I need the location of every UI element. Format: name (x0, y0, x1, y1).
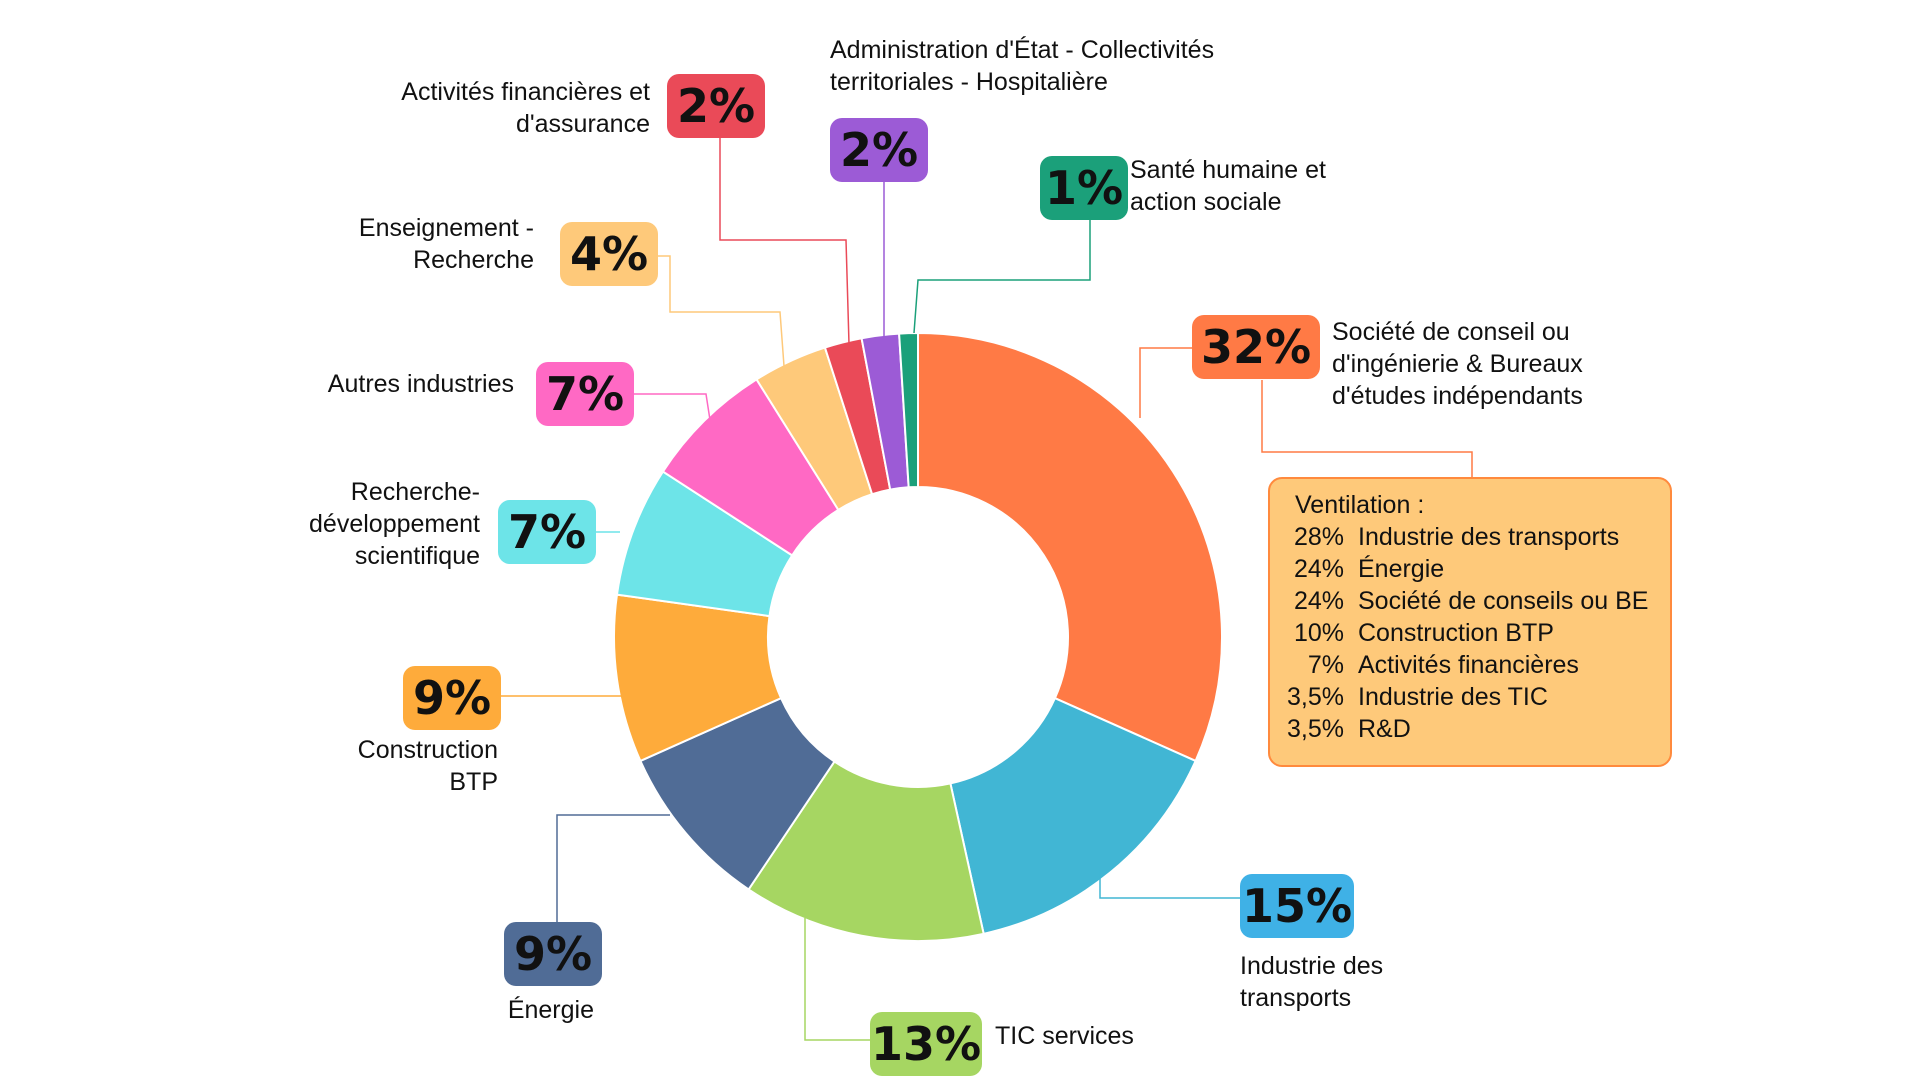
donut-slice (949, 696, 1197, 936)
value-badge: 9% (504, 922, 602, 986)
ventilation-label: Énergie (1358, 555, 1445, 583)
leader-line (1139, 347, 1192, 418)
value-badges: 32% 15% 13% 9% 9% 7% 7% 4% 2% 2% 1% (403, 74, 1354, 1076)
ventilation-pct: 10% (1293, 619, 1344, 647)
value-badge: 15% (1240, 874, 1354, 938)
slice-label-conseil: Société de conseil ou d'ingénierie & Bur… (1332, 318, 1583, 410)
leader-lines (501, 138, 1473, 1041)
value-badge: 2% (830, 118, 928, 182)
donut-slice (747, 760, 985, 942)
value-badge-bg (870, 1012, 982, 1076)
ventilation-pct: 24% (1293, 587, 1344, 615)
donut-slice (917, 331, 1223, 763)
ventilation-label: R&D (1358, 715, 1411, 743)
value-badge-bg (403, 666, 501, 730)
ventilation-row: 24% Société de conseils ou BE (1284, 585, 1656, 617)
value-badge: 7% (536, 362, 634, 426)
ventilation-label: Industrie des transports (1358, 523, 1620, 551)
slice-label-recherche-dev: Recherche- développement scientifique (309, 478, 480, 570)
slice-label-energie: Énergie (507, 996, 594, 1024)
slice-label-administration: Administration d'État - Collectivités te… (830, 36, 1215, 96)
value-badge-bg (504, 922, 602, 986)
donut-slices (613, 331, 1223, 942)
ventilation-row: 7% Activités financières (1284, 649, 1656, 681)
value-badge: 2% (667, 74, 765, 138)
slice-label-tic: TIC services (995, 1022, 1134, 1050)
value-badge-bg (498, 500, 596, 564)
value-badge-bg (560, 222, 658, 286)
value-badge: 7% (498, 500, 596, 564)
ventilation-label: Société de conseils ou BE (1358, 587, 1649, 615)
value-label: 2% (840, 123, 918, 177)
value-badge: 1% (1040, 156, 1128, 220)
value-label: 13% (871, 1017, 981, 1071)
ventilation-row: 24% Énergie (1284, 553, 1656, 585)
slice-label-transports: Industrie des transports (1240, 952, 1384, 1012)
ventilation-pct: 3,5% (1287, 683, 1344, 711)
value-label: 15% (1242, 879, 1352, 933)
leader-line (913, 220, 1091, 334)
leader-line (804, 918, 870, 1041)
leader-line (556, 814, 670, 922)
value-label: 4% (570, 227, 648, 281)
ventilation-box: Ventilation : 28% Industrie des transport… (1268, 477, 1672, 767)
value-label: 9% (514, 927, 592, 981)
value-badge: 9% (403, 666, 501, 730)
ventilation-title: Ventilation : (1295, 491, 1425, 519)
leader-line (634, 393, 711, 421)
value-badge-bg (830, 118, 928, 182)
slice-label-financieres: Activités financières et d'assurance (401, 78, 650, 138)
slice-label-construction: Construction BTP (357, 736, 498, 796)
value-badge: 13% (870, 1012, 982, 1076)
leader-line (1099, 870, 1240, 899)
slice-label-autres-industries: Autres industries (327, 370, 514, 398)
ventilation-pct: 28% (1293, 523, 1344, 551)
value-label: 7% (546, 367, 624, 421)
donut-slice (898, 331, 919, 489)
value-label: 32% (1201, 320, 1311, 374)
ventilation-pct: 24% (1293, 555, 1344, 583)
slice-label-enseignement: Enseignement - Recherche (358, 214, 534, 274)
value-badge-bg (1240, 874, 1354, 938)
ventilation-pct: 3,5% (1287, 715, 1344, 743)
value-label: 7% (508, 505, 586, 559)
ventilation-row: 3,5% R&D (1284, 713, 1656, 745)
value-badge-bg (667, 74, 765, 138)
value-label: 2% (677, 79, 755, 133)
ventilation-row: 28% Industrie des transports (1284, 521, 1656, 553)
slice-label-sante: Santé humaine et action sociale (1130, 156, 1326, 216)
value-badge: 32% (1192, 315, 1320, 379)
value-badge-bg (1192, 315, 1320, 379)
value-label: 1% (1045, 161, 1123, 215)
value-badge-bg (1040, 156, 1128, 220)
ventilation-pct: 7% (1307, 651, 1344, 679)
value-badge: 4% (560, 222, 658, 286)
value-label: 9% (413, 671, 491, 725)
ventilation-row: 3,5% Industrie des TIC (1284, 681, 1656, 713)
ventilation-label: Industrie des TIC (1358, 683, 1548, 711)
leader-line (658, 255, 785, 367)
leader-line (1261, 380, 1473, 477)
ventilation-row: 10% Construction BTP (1284, 617, 1656, 649)
ventilation-label: Construction BTP (1358, 619, 1554, 647)
value-badge-bg (536, 362, 634, 426)
ventilation-label: Activités financières (1358, 651, 1579, 679)
leader-line (719, 138, 850, 345)
